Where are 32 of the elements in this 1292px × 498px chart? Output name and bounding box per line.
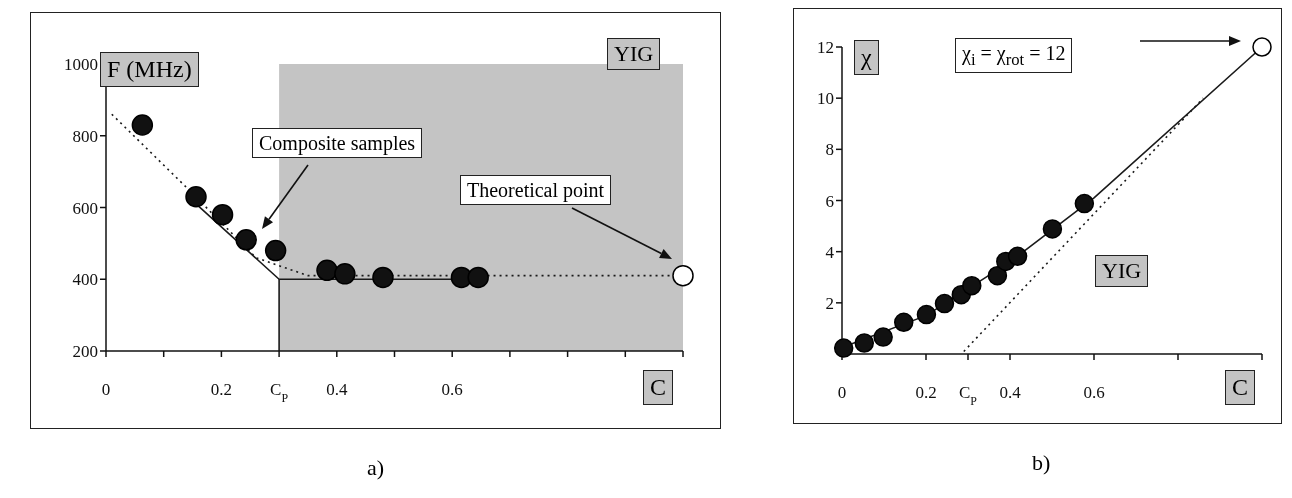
x-tick-label: C$_{P}$ [270,380,289,405]
x-tick-label: 0.4 [999,383,1022,402]
x-axis-title: C [643,370,674,405]
y-tick-label: 1000 [64,55,98,74]
text: a) [367,455,385,481]
y-tick-label: 800 [72,126,98,146]
y-tick-label: 2 [825,293,834,313]
x-tick-label: C$_{P}$ [959,383,978,408]
text: b) [1032,450,1051,476]
band-label: YIG [607,38,661,71]
x-tick-label: 0 [837,383,847,402]
x-tick-label: 0 [101,380,111,399]
x-tick-label: 0.6 [1083,383,1105,402]
annotation: Composite samples [252,128,423,158]
annotation: Theoretical point [460,175,612,205]
x-tick-label: 0.2 [210,380,233,399]
x-tick-label: 0.2 [915,383,937,402]
y-tick-label: 400 [72,270,98,290]
annotation: YIG [1095,255,1149,288]
annotation: χ$_{i}$ = χ$_{rot}$ = 12 [955,38,1073,73]
y-tick-label: 8 [825,140,834,160]
x-tick-label: 0.6 [441,380,463,399]
x-axis-title: C [1225,370,1256,405]
y-tick-label: 200 [72,342,98,361]
y-tick-label: 600 [72,198,98,218]
y-tick-label: 6 [825,191,834,211]
y-axis-title: χ [854,40,879,75]
y-tick-label: 4 [825,242,835,262]
y-axis-title: F (MHz) [100,52,199,87]
y-tick-label: 10 [817,89,834,109]
y-tick-label: 12 [817,38,834,57]
x-tick-label: 0.4 [326,380,348,399]
